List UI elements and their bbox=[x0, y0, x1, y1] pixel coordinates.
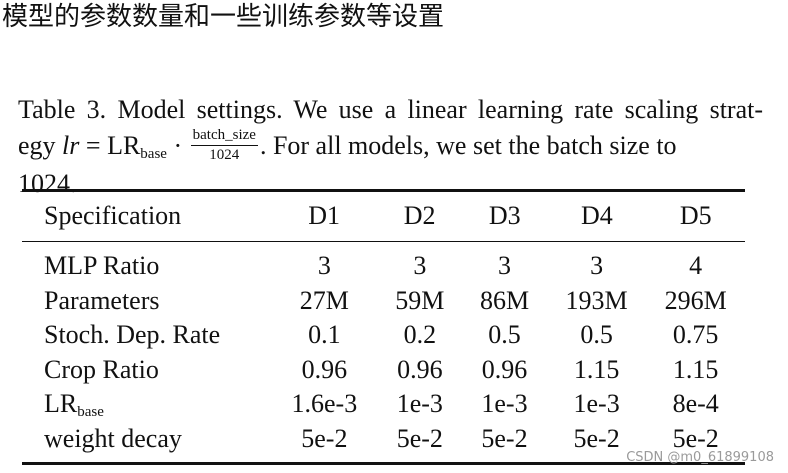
table-row: MLP Ratio 3 3 3 3 4 bbox=[22, 249, 745, 284]
table-cell: 1.15 bbox=[573, 354, 620, 384]
fraction-denominator: 1024 bbox=[209, 146, 240, 163]
table-cell: 0.75 bbox=[672, 320, 719, 350]
table-cell: 1.15 bbox=[672, 354, 719, 384]
table-row: Stoch. Dep. Rate 0.1 0.2 0.5 0.5 0.75 bbox=[22, 318, 745, 353]
equals-sign: = bbox=[85, 131, 101, 160]
table-row: weight decay 5e-2 5e-2 5e-2 5e-2 5e-2 bbox=[22, 422, 745, 457]
header-d1: D1 bbox=[308, 201, 340, 230]
table-cell: 0.96 bbox=[301, 354, 348, 384]
row-label: Parameters bbox=[44, 285, 160, 315]
table-cell: 8e-4 bbox=[672, 389, 719, 419]
table-cell: 4 bbox=[689, 251, 703, 280]
table-cell: 3 bbox=[590, 251, 604, 280]
table-bottom-rule bbox=[22, 462, 745, 465]
header-d3: D3 bbox=[488, 201, 521, 230]
table-cell: 0.96 bbox=[397, 354, 443, 384]
settings-table-body: MLP Ratio 3 3 3 3 4 Parameters 27M 59M 8… bbox=[22, 249, 745, 457]
row-label: weight decay bbox=[44, 423, 182, 453]
table-cell: 59M bbox=[395, 285, 445, 315]
caption-line-2-rest: . For all models, we set the batch size … bbox=[259, 131, 677, 160]
csdn-watermark: CSDN @m0_61899108 bbox=[626, 450, 774, 465]
table-cell: 1e-3 bbox=[396, 389, 443, 419]
table-cell: 193M bbox=[565, 285, 628, 315]
table-cell: 5e-2 bbox=[301, 423, 348, 453]
lr-variable: lr bbox=[62, 131, 80, 160]
table-caption: Table 3. Model settings. We use a linear… bbox=[18, 92, 763, 202]
table-cell: 3 bbox=[413, 251, 427, 280]
table-row: Parameters 27M 59M 86M 193M 296M bbox=[22, 284, 745, 319]
header-d5: D5 bbox=[679, 201, 712, 230]
header-d4: D4 bbox=[581, 201, 613, 230]
row-label: MLP Ratio bbox=[44, 251, 160, 280]
table-cell: 3 bbox=[498, 251, 511, 280]
table-cell: 1.6e-3 bbox=[291, 389, 358, 419]
table-header-rule bbox=[22, 241, 745, 242]
table-cell: 0.2 bbox=[403, 320, 437, 350]
page-heading: 模型的参数数量和一些训练参数等设置 bbox=[2, 2, 445, 32]
settings-table-header: Specification D1 D2 D3 D4 D5 bbox=[22, 196, 745, 236]
table-cell: 0.96 bbox=[481, 354, 528, 384]
lr-base-symbol: LRbase bbox=[107, 131, 167, 162]
table-cell: 0.1 bbox=[308, 320, 341, 350]
table-cell: 5e-2 bbox=[672, 423, 719, 453]
table-cell: 0.5 bbox=[488, 320, 521, 350]
multiply-dot: · bbox=[173, 131, 183, 160]
caption-line-1: Table 3. Model settings. We use a linear… bbox=[18, 95, 763, 124]
row-label: Crop Ratio bbox=[44, 354, 159, 384]
table-row: LRbase 1.6e-3 1e-3 1e-3 1e-3 8e-4 bbox=[22, 387, 745, 422]
table-cell: 3 bbox=[317, 251, 331, 280]
header-d2: D2 bbox=[403, 201, 436, 230]
table-cell: 0.5 bbox=[580, 320, 613, 350]
table-cell: 296M bbox=[664, 285, 727, 315]
table-cell: 1e-3 bbox=[573, 389, 620, 419]
header-row: Specification D1 D2 D3 D4 D5 bbox=[22, 196, 745, 236]
header-specification: Specification bbox=[44, 201, 182, 230]
caption-line-3: 1024. bbox=[18, 168, 77, 198]
caption-line-2: egy lr = LRbase · batch_size 1024. For al… bbox=[18, 127, 763, 166]
table-cell: 5e-2 bbox=[481, 423, 528, 453]
table-cell: 27M bbox=[299, 285, 349, 315]
table-cell: 86M bbox=[479, 285, 530, 315]
row-label: LRbase bbox=[44, 389, 104, 421]
batch-size-fraction: batch_size 1024 bbox=[190, 127, 258, 163]
row-label: Stoch. Dep. Rate bbox=[44, 320, 221, 350]
table-row: Crop Ratio 0.96 0.96 0.96 1.15 1.15 bbox=[22, 353, 745, 388]
table-cell: 1e-3 bbox=[481, 389, 528, 419]
fraction-numerator: batch_size bbox=[190, 127, 258, 146]
table-cell: 5e-2 bbox=[573, 423, 620, 453]
table-cell: 5e-2 bbox=[396, 423, 443, 453]
row-label-subscript: base bbox=[77, 404, 104, 421]
caption-egy: egy bbox=[18, 131, 56, 160]
table-top-rule bbox=[22, 189, 745, 192]
